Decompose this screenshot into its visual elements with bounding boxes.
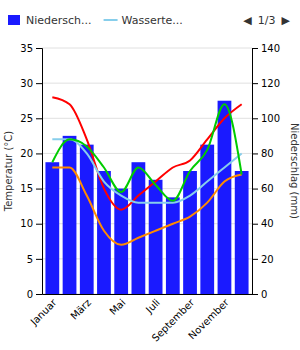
- bar: [114, 189, 128, 294]
- grid: [42, 48, 252, 294]
- y2-tick-line: [252, 189, 258, 190]
- axis-domain: [43, 294, 253, 295]
- x-tick: Juli: [143, 294, 162, 316]
- line: [52, 139, 241, 202]
- legend-swatch: [104, 19, 118, 21]
- y2-tick-label: 140: [261, 43, 280, 54]
- line: [52, 167, 241, 244]
- legend-label: Wasserte...: [122, 14, 183, 27]
- x-tick-label: Januar: [28, 296, 60, 328]
- legend-label: Niedersch...: [26, 14, 92, 27]
- y2-tick-line: [252, 153, 258, 154]
- annotation: ▶: [282, 14, 291, 27]
- bar: [45, 162, 59, 294]
- y-tick-label: 15: [20, 183, 33, 194]
- y-tick-label: 35: [20, 43, 33, 54]
- y-tick-line: [36, 153, 42, 154]
- y2-tick-label: 100: [261, 113, 280, 124]
- x-tick-label: November: [186, 296, 231, 341]
- bar: [63, 136, 77, 294]
- y-tick-label: 10: [20, 218, 33, 229]
- y2-tick-line: [252, 48, 258, 49]
- x-tick: März: [68, 294, 93, 322]
- y-tick-label: 30: [20, 78, 33, 89]
- y2-axis-title: Niederschlag (mm): [289, 123, 300, 219]
- plot: JanuarMärzMaiJuliSeptemberNovember051015…: [3, 43, 300, 344]
- y2-tick: 40: [252, 218, 274, 229]
- grid-line: [42, 48, 252, 49]
- bar: [183, 171, 197, 294]
- bar: [166, 197, 180, 294]
- y-tick-line: [36, 294, 42, 295]
- y2-tick-label: 60: [261, 183, 274, 194]
- y-tick: 20: [20, 148, 42, 159]
- y2-tick-label: 40: [261, 218, 274, 229]
- legend-item: Niedersch...: [8, 14, 92, 27]
- y2-tick: 140: [252, 43, 280, 54]
- y2-tick-line: [252, 224, 258, 225]
- y-tick-line: [36, 189, 42, 190]
- y-axis-title: Temperatur (°C): [3, 131, 14, 212]
- y-tick-label: 25: [20, 113, 33, 124]
- y2-tick-line: [252, 294, 258, 295]
- x-tick-label: Juli: [143, 297, 162, 316]
- y2-tick: 60: [252, 183, 274, 194]
- y-tick: 30: [20, 78, 42, 89]
- bar: [80, 145, 94, 294]
- y2-tick-line: [252, 259, 258, 260]
- y-tick-label: 0: [27, 289, 33, 300]
- y2-tick-line: [252, 83, 258, 84]
- chart: JanuarMärzMaiJuliSeptemberNovember051015…: [0, 0, 300, 350]
- y-tick: 25: [20, 113, 42, 124]
- x-tick-label: März: [68, 297, 93, 322]
- y2-axis: 0 20 40 60 80 100 120 140: [252, 43, 280, 300]
- y2-tick-line: [252, 118, 258, 119]
- y-tick-line: [36, 118, 42, 119]
- bar: [235, 171, 249, 294]
- y2-tick: 0: [252, 289, 267, 300]
- bar: [149, 180, 163, 294]
- annotation: ◀: [243, 14, 252, 27]
- y-tick: 10: [20, 218, 42, 229]
- x-tick: Mai: [107, 294, 127, 317]
- x-tick-label: Mai: [107, 297, 127, 317]
- y2-tick: 20: [252, 254, 274, 265]
- grid-line: [42, 83, 252, 84]
- y-tick: 35: [20, 43, 42, 54]
- axis-domain: [253, 49, 259, 295]
- y-tick-label: 5: [27, 254, 33, 265]
- line: [52, 97, 241, 209]
- x-tick: November: [186, 294, 231, 341]
- y2-tick-label: 120: [261, 78, 280, 89]
- y-tick-line: [36, 83, 42, 84]
- y2-tick: 80: [252, 148, 274, 159]
- marks: [45, 97, 248, 294]
- annotations: ▶ 1/3 ◀: [243, 14, 290, 27]
- y-tick: 0: [27, 289, 42, 300]
- bar: [132, 162, 146, 294]
- y2-tick: 100: [252, 113, 280, 124]
- legend: Niedersch... Wasserte...: [8, 14, 183, 27]
- bar: [200, 145, 214, 294]
- y-tick: 15: [20, 183, 42, 194]
- bar: [218, 101, 232, 294]
- annotation: 1/3: [258, 14, 276, 27]
- x-axis: JanuarMärzMaiJuliSeptemberNovember: [28, 294, 253, 344]
- y2-tick-label: 20: [261, 254, 274, 265]
- y-tick-label: 20: [20, 148, 33, 159]
- y-tick-line: [36, 259, 42, 260]
- bar-series: [45, 101, 248, 294]
- legend-item: Wasserte...: [104, 14, 183, 27]
- y-tick-line: [36, 48, 42, 49]
- legend-swatch: [8, 15, 20, 25]
- y-axis: 0 5 10 15 20 25 30 35: [20, 43, 42, 300]
- y-tick: 5: [27, 254, 42, 265]
- y2-tick: 120: [252, 78, 280, 89]
- y2-tick-label: 80: [261, 148, 274, 159]
- line: [52, 104, 241, 201]
- axis-domain: [36, 49, 43, 295]
- y2-tick-label: 0: [261, 289, 267, 300]
- y-tick-line: [36, 224, 42, 225]
